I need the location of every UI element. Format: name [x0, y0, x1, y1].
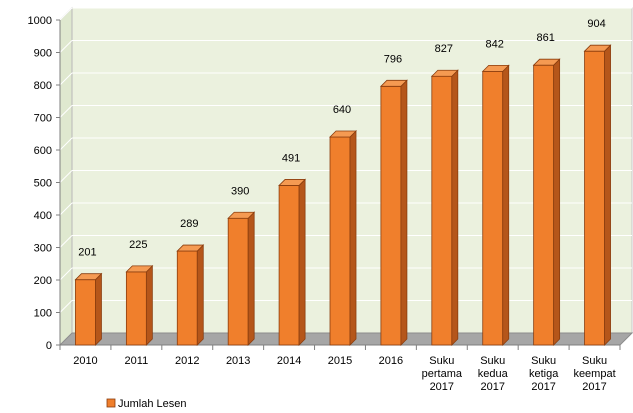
bar-side: [349, 130, 357, 346]
bar: [74, 272, 103, 346]
bar: [125, 264, 154, 346]
x-tick-label: 2013: [226, 355, 250, 367]
y-tick-label: 300: [34, 243, 52, 255]
x-tick-label: 2011: [125, 355, 149, 367]
bar-top: [278, 179, 307, 186]
bar-top: [329, 130, 357, 138]
bar-front: [176, 250, 198, 346]
bar-series: [74, 44, 612, 346]
bar-top: [430, 69, 459, 77]
y-tick-label: 200: [34, 275, 52, 287]
data-label: 796: [384, 53, 402, 65]
gridline-side: [59, 7, 73, 21]
bar: [176, 244, 205, 346]
bar-front: [431, 75, 453, 346]
y-tick-label: 1000: [28, 15, 52, 27]
bar-side: [451, 69, 459, 346]
y-tick-label: 600: [34, 145, 52, 157]
legend-label: Jumlah Lesen: [118, 398, 187, 410]
bar-front: [75, 279, 96, 346]
y-tick-label: 0: [46, 340, 52, 352]
bar-front: [533, 64, 555, 346]
bar-front: [329, 136, 351, 346]
bar-top: [532, 58, 561, 66]
bar-side: [95, 272, 102, 346]
bar-side: [145, 264, 153, 346]
bar-side: [247, 211, 255, 346]
bar-front: [584, 50, 605, 346]
gridline-side: [59, 72, 73, 86]
bar: [379, 79, 408, 346]
x-tick-label: 2016: [379, 355, 403, 367]
bar-front: [278, 185, 300, 346]
x-tick-label: Suku pertama 2017: [422, 355, 463, 393]
x-tick-label: 2015: [328, 355, 352, 367]
data-labels: 201 225 289 390 491 640 796 827 842 861 904: [78, 18, 605, 258]
bar-top: [481, 64, 510, 72]
bar-top: [227, 211, 256, 219]
y-tick-label: 700: [34, 113, 52, 125]
bar-top: [74, 273, 103, 281]
bar: [278, 178, 307, 346]
x-tick-label: Suku ketiga 2017: [529, 355, 559, 393]
data-label: 390: [231, 185, 249, 197]
bar-side: [196, 244, 204, 346]
bar-side: [604, 44, 611, 346]
bar: [481, 64, 510, 346]
x-tick-label: 2010: [73, 355, 97, 367]
bar: [329, 130, 357, 346]
data-label: 861: [536, 32, 554, 44]
x-tick-label: 2014: [277, 355, 301, 367]
x-axis: 2010 2011 2012 2013 2014 2015 2016 Suku pertama 2…: [59, 345, 621, 393]
data-label: 904: [587, 18, 605, 30]
y-tick-label: 500: [34, 178, 52, 190]
bar-top: [379, 79, 408, 87]
gridline-side: [59, 105, 73, 118]
bar-front: [227, 217, 249, 346]
bar-side: [400, 79, 408, 346]
bar-top: [125, 265, 154, 273]
data-label: 491: [282, 152, 300, 164]
bar: [430, 69, 459, 346]
gridline-side: [59, 300, 73, 313]
bar: [532, 58, 561, 346]
y-tick-label: 100: [34, 308, 52, 320]
bar-front: [380, 85, 402, 346]
y-tick-label: 900: [34, 48, 52, 60]
data-label: 842: [486, 38, 504, 50]
legend-swatch: [106, 398, 116, 408]
data-label: 225: [129, 239, 147, 251]
x-tick-label: Suku kedua 2017: [478, 355, 509, 393]
x-tick-label: 2012: [175, 355, 199, 367]
y-tick-label: 800: [34, 80, 52, 92]
data-label: 289: [180, 218, 198, 230]
bar-top: [583, 44, 612, 52]
bar-front: [125, 271, 147, 346]
data-label: 827: [435, 43, 453, 55]
gridline-side: [59, 170, 73, 183]
y-tick-label: 400: [34, 210, 52, 222]
gridline-side: [59, 202, 73, 216]
bar-side: [298, 178, 306, 346]
gridline-side: [59, 137, 73, 151]
data-label: 201: [78, 247, 96, 259]
bar: [227, 211, 256, 346]
gridline-side: [59, 267, 73, 281]
bar-side: [553, 58, 561, 346]
bar-front: [482, 70, 504, 346]
gridline-side: [59, 40, 73, 53]
gridline-side: [59, 235, 73, 248]
bar: [583, 44, 612, 346]
bar-side: [502, 64, 510, 346]
data-label: 640: [333, 104, 351, 116]
bar-top: [176, 244, 205, 252]
x-tick-label: Suku keempat 2017: [573, 355, 615, 393]
y-axis: 0 100 200 300 400 500 600 700 800 900 1000: [28, 15, 61, 352]
legend: Jumlah Lesen: [106, 398, 187, 410]
